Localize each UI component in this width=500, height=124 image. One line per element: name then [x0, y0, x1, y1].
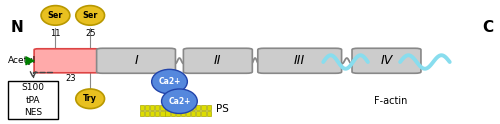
Ellipse shape	[76, 89, 104, 109]
Bar	[150, 111, 154, 116]
Bar	[186, 111, 190, 116]
Text: III: III	[294, 54, 306, 67]
Bar	[145, 105, 149, 110]
Text: 25: 25	[85, 29, 96, 38]
Ellipse shape	[152, 69, 188, 94]
Bar	[206, 111, 210, 116]
Bar	[150, 105, 154, 110]
Text: IV: IV	[380, 54, 392, 67]
Bar	[191, 111, 196, 116]
FancyBboxPatch shape	[184, 48, 252, 73]
Text: C: C	[482, 20, 494, 35]
Bar	[186, 105, 190, 110]
Bar	[155, 111, 160, 116]
Text: N: N	[11, 20, 24, 35]
FancyBboxPatch shape	[34, 49, 99, 73]
Text: Acetyl: Acetyl	[8, 56, 36, 65]
Bar	[160, 111, 164, 116]
Ellipse shape	[41, 6, 70, 25]
Bar	[191, 105, 196, 110]
Bar	[170, 105, 175, 110]
Bar	[206, 105, 210, 110]
Bar	[196, 105, 200, 110]
Text: Ca2+: Ca2+	[158, 77, 180, 86]
Bar	[181, 105, 185, 110]
FancyBboxPatch shape	[258, 48, 342, 73]
Bar	[181, 111, 185, 116]
Bar	[145, 111, 149, 116]
Bar	[140, 111, 144, 116]
Ellipse shape	[76, 6, 104, 25]
Bar	[170, 111, 175, 116]
Text: Ser: Ser	[82, 11, 98, 20]
Bar	[155, 105, 160, 110]
Bar	[202, 111, 205, 116]
Text: F-actin: F-actin	[374, 96, 407, 106]
Bar	[166, 111, 170, 116]
Bar	[196, 111, 200, 116]
Bar	[166, 105, 170, 110]
FancyBboxPatch shape	[8, 81, 58, 119]
Bar	[176, 111, 180, 116]
FancyBboxPatch shape	[96, 48, 176, 73]
Text: PS: PS	[216, 104, 228, 114]
Text: S100
tPA
NES: S100 tPA NES	[22, 83, 44, 117]
Ellipse shape	[162, 89, 198, 113]
Bar	[140, 105, 144, 110]
Text: 23: 23	[66, 74, 76, 83]
Bar	[202, 105, 205, 110]
Text: 11: 11	[50, 29, 60, 38]
FancyBboxPatch shape	[352, 48, 421, 73]
Text: Ca2+: Ca2+	[168, 97, 190, 106]
Bar	[176, 105, 180, 110]
Text: I: I	[134, 54, 138, 67]
Text: II: II	[214, 54, 222, 67]
Bar	[160, 105, 164, 110]
Text: Ser: Ser	[48, 11, 63, 20]
Text: Try: Try	[83, 94, 97, 103]
